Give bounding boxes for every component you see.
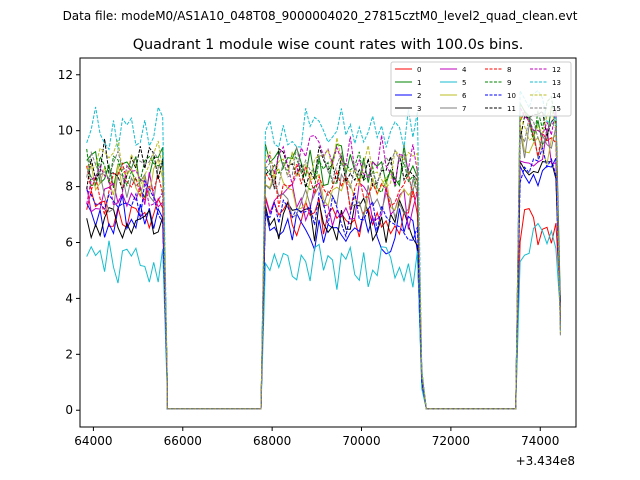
legend-label: 9 bbox=[507, 79, 511, 87]
series-line-11 bbox=[86, 110, 561, 410]
y-tick-label: 2 bbox=[65, 347, 73, 361]
legend-label: 7 bbox=[462, 105, 466, 113]
series-line-15 bbox=[86, 116, 561, 410]
legend-label: 3 bbox=[417, 105, 421, 113]
y-tick-label: 10 bbox=[58, 124, 73, 138]
legend-label: 11 bbox=[507, 105, 516, 113]
x-axis: 64000 66000 68000 70000 72000 74000 bbox=[74, 427, 559, 448]
series-line-9 bbox=[86, 95, 561, 410]
y-tick-label: 0 bbox=[65, 403, 73, 417]
legend-label: 14 bbox=[552, 92, 561, 100]
y-axis: 0 2 4 6 8 10 12 bbox=[58, 68, 80, 417]
legend-label: 12 bbox=[552, 66, 561, 74]
series-line-7 bbox=[86, 124, 561, 410]
legend-label: 4 bbox=[462, 66, 467, 74]
series-line-12 bbox=[86, 106, 561, 410]
x-offset-label: +3.434e8 bbox=[516, 454, 575, 468]
series-line-2 bbox=[86, 157, 561, 410]
legend-label: 5 bbox=[462, 79, 466, 87]
x-tick-label: 70000 bbox=[342, 434, 380, 448]
x-tick-label: 72000 bbox=[432, 434, 470, 448]
legend-label: 0 bbox=[417, 66, 421, 74]
y-tick-label: 4 bbox=[65, 291, 73, 305]
legend-label: 15 bbox=[552, 105, 561, 113]
x-tick-label: 74000 bbox=[521, 434, 559, 448]
figure-suptitle: Data file: modeM0/AS1A10_048T08_90000040… bbox=[63, 9, 578, 23]
legend-label: 13 bbox=[552, 79, 561, 87]
legend-label: 1 bbox=[417, 79, 421, 87]
y-tick-label: 12 bbox=[58, 68, 73, 82]
legend-label: 10 bbox=[507, 92, 516, 100]
series-line-1 bbox=[86, 101, 561, 410]
x-tick-label: 66000 bbox=[164, 434, 202, 448]
y-tick-label: 8 bbox=[65, 180, 73, 194]
series-layer bbox=[86, 88, 561, 410]
legend-label: 6 bbox=[462, 92, 467, 100]
x-tick-label: 64000 bbox=[74, 434, 112, 448]
x-tick-label: 68000 bbox=[253, 434, 291, 448]
y-tick-label: 6 bbox=[65, 236, 73, 250]
chart-title: Quadrant 1 module wise count rates with … bbox=[133, 37, 524, 53]
legend-label: 8 bbox=[507, 66, 511, 74]
legend-label: 2 bbox=[417, 92, 421, 100]
series-line-5 bbox=[86, 222, 561, 410]
series-line-13 bbox=[86, 88, 561, 410]
legend-box bbox=[390, 61, 572, 117]
